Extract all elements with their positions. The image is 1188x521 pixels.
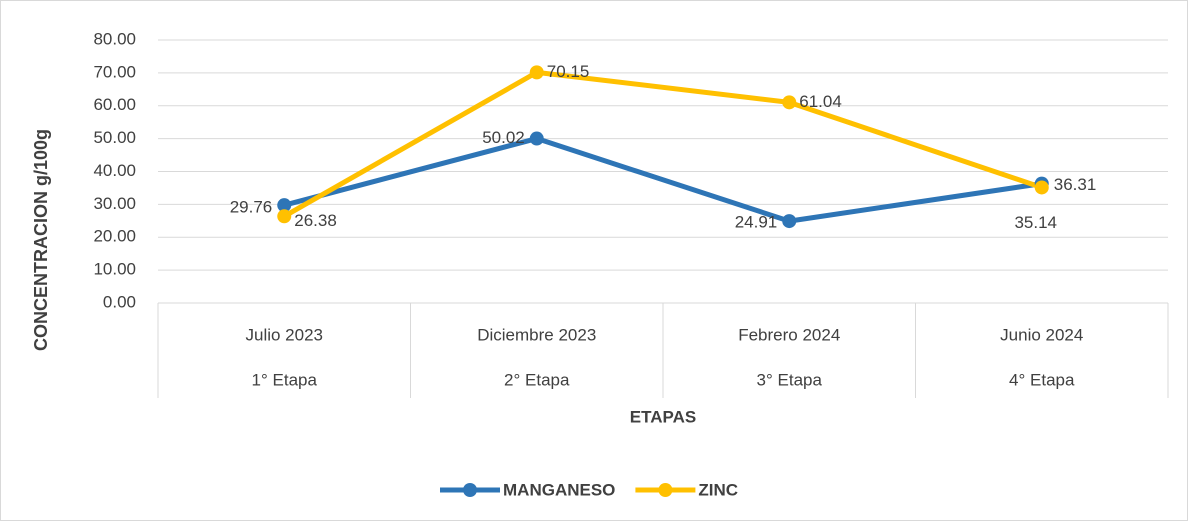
point-marker — [782, 95, 797, 110]
data-label: 36.31 — [1054, 175, 1097, 194]
point-marker — [1034, 180, 1049, 195]
point-marker — [277, 209, 292, 224]
data-label: 29.76 — [230, 198, 273, 217]
y-tick-label: 60.00 — [93, 95, 136, 114]
point-marker — [277, 198, 292, 213]
data-label: 50.02 — [482, 128, 525, 147]
legend-marker — [658, 483, 673, 497]
y-tick-label: 20.00 — [93, 227, 136, 246]
x-group-label: 1° Etapa — [252, 370, 318, 389]
x-tick-label: Febrero 2024 — [738, 325, 840, 344]
y-tick-label: 80.00 — [93, 29, 136, 48]
data-label: 35.14 — [1014, 213, 1057, 232]
x-group-label: 4° Etapa — [1009, 370, 1075, 389]
x-axis-title: ETAPAS — [630, 407, 696, 426]
x-tick-label: Junio 2024 — [1000, 325, 1083, 344]
point-marker — [782, 214, 797, 229]
legend-marker — [463, 483, 477, 497]
legend-label: ZINC — [698, 480, 738, 499]
data-label: 70.15 — [547, 62, 590, 81]
y-tick-label: 10.00 — [93, 260, 136, 279]
y-tick-label: 0.00 — [103, 292, 136, 311]
x-tick-label: Julio 2023 — [245, 325, 323, 344]
data-label: 24.91 — [735, 213, 778, 232]
y-tick-label: 40.00 — [93, 161, 136, 180]
y-tick-label: 70.00 — [93, 62, 136, 81]
point-marker — [529, 131, 544, 146]
series-line — [283, 136, 1043, 224]
x-group-label: 3° Etapa — [757, 370, 823, 389]
x-tick-label: Diciembre 2023 — [477, 325, 596, 344]
legend-label: MANGANESO — [503, 480, 615, 499]
x-group-label: 2° Etapa — [504, 370, 570, 389]
point-marker — [529, 65, 544, 80]
y-tick-label: 50.00 — [93, 128, 136, 147]
y-tick-label: 30.00 — [93, 194, 136, 213]
data-label: 26.38 — [294, 211, 337, 230]
series-line — [283, 69, 1043, 219]
y-axis-title: CONCENTRACION g/100g — [31, 129, 51, 351]
data-label: 61.04 — [799, 92, 842, 111]
